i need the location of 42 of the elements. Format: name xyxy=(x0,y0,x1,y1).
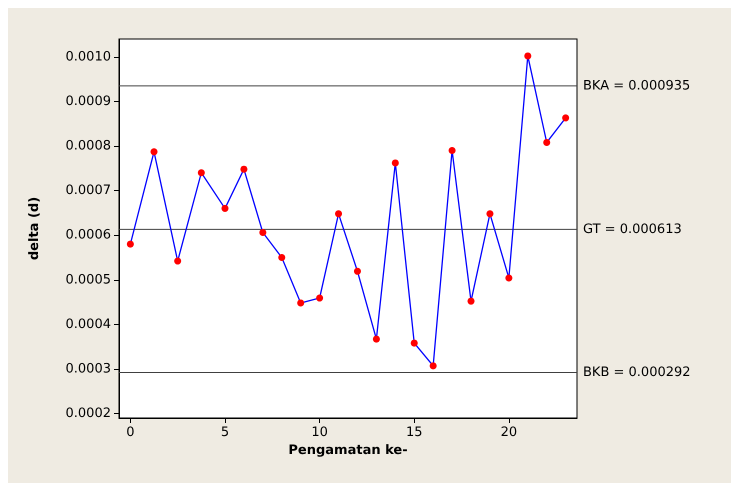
point xyxy=(316,294,324,302)
y-tick-label: 0.0006 xyxy=(66,228,111,243)
point xyxy=(174,258,182,265)
point xyxy=(392,159,399,166)
point xyxy=(524,52,532,60)
x-tick-label: 15 xyxy=(406,425,423,440)
y-tick-label: 0.0007 xyxy=(66,183,111,198)
point xyxy=(562,114,570,122)
y-tick-label: 0.0002 xyxy=(66,406,111,422)
y-tick-label: 0.0005 xyxy=(66,272,111,288)
y-tick-label: 0.0009 xyxy=(66,94,111,109)
point xyxy=(150,148,158,156)
point xyxy=(372,336,380,343)
point xyxy=(486,210,494,218)
point xyxy=(505,274,512,282)
point xyxy=(126,240,134,248)
point xyxy=(410,340,418,347)
x-tick-label: 20 xyxy=(500,425,518,440)
point xyxy=(354,268,361,275)
point xyxy=(448,146,456,154)
x-axis-title: Pengamatan ke- xyxy=(288,442,408,458)
y-tick-label: 0.0008 xyxy=(66,138,111,154)
point xyxy=(430,362,437,370)
point xyxy=(543,138,550,146)
point xyxy=(198,169,205,176)
point xyxy=(335,210,342,218)
ref-line-label: BKA = 0.000935 xyxy=(583,78,690,94)
ref-line-label: GT = 0.000613 xyxy=(583,222,682,237)
ref-line-label: BKB = 0.000292 xyxy=(583,365,691,380)
point xyxy=(468,298,475,305)
point xyxy=(221,204,228,212)
point xyxy=(278,254,286,261)
y-axis-title: delta (d) xyxy=(27,196,42,260)
y-tick-label: 0.0010 xyxy=(66,49,111,64)
point xyxy=(240,166,248,173)
y-tick-label: 0.0003 xyxy=(66,361,111,376)
point xyxy=(259,229,266,236)
x-tick-label: 10 xyxy=(311,425,328,440)
point xyxy=(297,299,304,306)
x-tick-label: 5 xyxy=(220,425,230,440)
y-tick-label: 0.0004 xyxy=(66,316,111,332)
x-tick-label: 0 xyxy=(126,425,134,440)
